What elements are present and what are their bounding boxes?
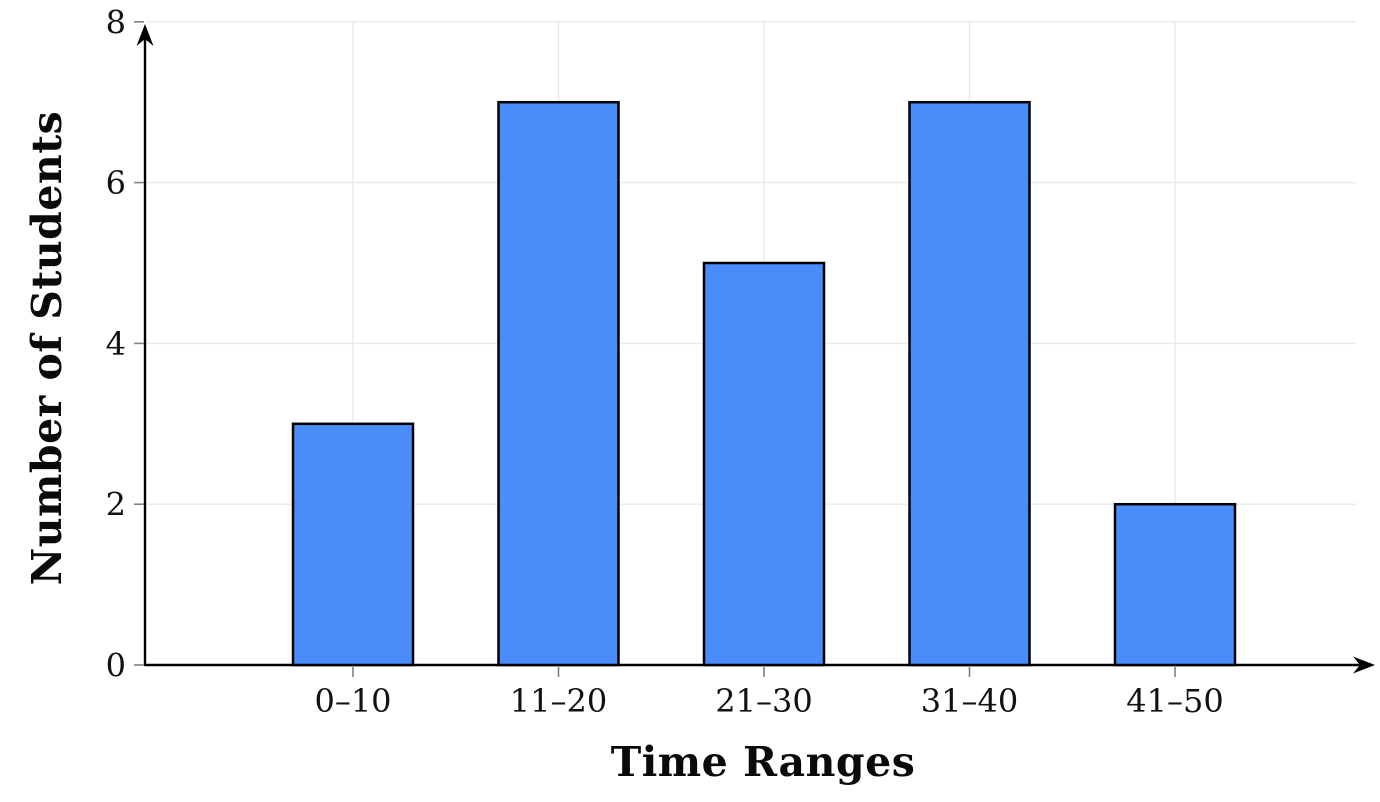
y-axis-arrowhead-icon — [136, 24, 154, 46]
bar — [497, 100, 620, 667]
y-tick-label: 6 — [106, 164, 126, 202]
y-tick-label: 2 — [106, 486, 126, 524]
x-tick-label: 21–30 — [715, 682, 812, 720]
bar — [1113, 502, 1237, 667]
y-tick-label: 8 — [106, 3, 126, 41]
x-tick-label: 41–50 — [1126, 682, 1223, 720]
x-axis-title: Time Ranges — [610, 738, 916, 786]
tick-marks — [134, 20, 1176, 677]
bar — [291, 422, 415, 667]
x-tick-label: 31–40 — [921, 682, 1018, 720]
bar — [702, 261, 826, 667]
bar — [908, 100, 1031, 667]
bars — [291, 100, 1237, 667]
x-tick-label: 0–10 — [314, 682, 391, 720]
y-tick-label: 4 — [106, 325, 126, 363]
y-tick-label: 0 — [106, 647, 126, 685]
x-tick-label: 11–20 — [510, 682, 607, 720]
tick-labels: 0 2 4 6 8 0–10 11–20 21–30 31–40 41–50 — [106, 3, 1224, 720]
x-axis-arrowhead-icon — [1353, 656, 1375, 674]
y-axis-title: Number of Students — [23, 110, 71, 586]
